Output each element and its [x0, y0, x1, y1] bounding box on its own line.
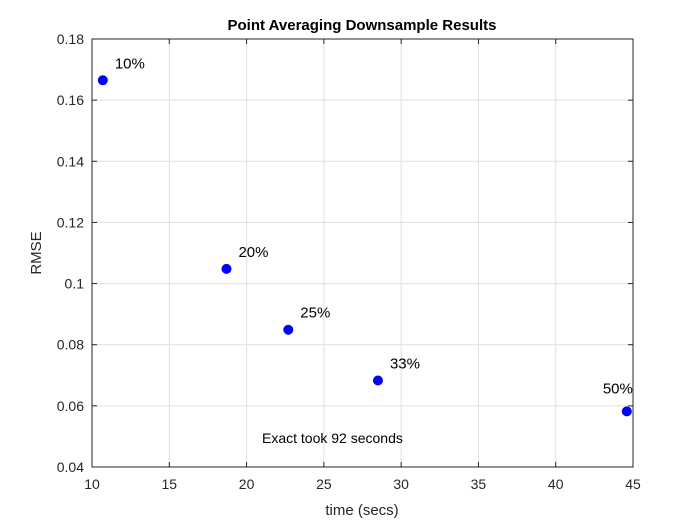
plot-area [92, 39, 633, 467]
x-tick-label: 30 [393, 476, 409, 492]
data-point [283, 324, 294, 335]
y-tick-label: 0.04 [57, 459, 84, 475]
x-tick-label: 25 [316, 476, 332, 492]
y-tick-label: 0.1 [65, 276, 85, 292]
data-point-label: 50% [603, 380, 633, 397]
y-tick-label: 0.18 [57, 31, 84, 47]
x-tick-label: 10 [84, 476, 100, 492]
y-tick-label: 0.16 [57, 92, 84, 108]
data-point [621, 406, 632, 417]
y-tick-label: 0.08 [57, 337, 84, 353]
chart-title: Point Averaging Downsample Results [228, 17, 497, 34]
data-points: 10% 20% 25% 33% 50% [97, 55, 633, 417]
data-point [372, 375, 383, 386]
data-point-label: 10% [115, 55, 145, 72]
x-tick-label: 20 [239, 476, 255, 492]
data-point-label: 20% [238, 244, 268, 261]
x-tick-label: 15 [161, 476, 177, 492]
x-axis-label: time (secs) [325, 502, 398, 519]
data-point [97, 75, 108, 86]
y-tick-label: 0.14 [57, 153, 84, 169]
data-point [221, 263, 232, 274]
annotation-text: Exact took 92 seconds [262, 430, 403, 446]
y-tick-label: 0.12 [57, 214, 84, 230]
data-point-label: 33% [390, 355, 420, 372]
plot-frame [91, 38, 634, 468]
x-tick-label: 45 [625, 476, 641, 492]
x-tick-label: 35 [471, 476, 487, 492]
ticks: 10 15 20 25 30 35 40 45 0.04 0.06 0.08 0.1 0.12 0.14 0… [57, 31, 641, 492]
y-tick-label: 0.06 [57, 398, 84, 414]
x-tick-label: 40 [548, 476, 564, 492]
y-axis-label: RMSE [28, 231, 45, 274]
data-point-label: 25% [300, 305, 330, 322]
